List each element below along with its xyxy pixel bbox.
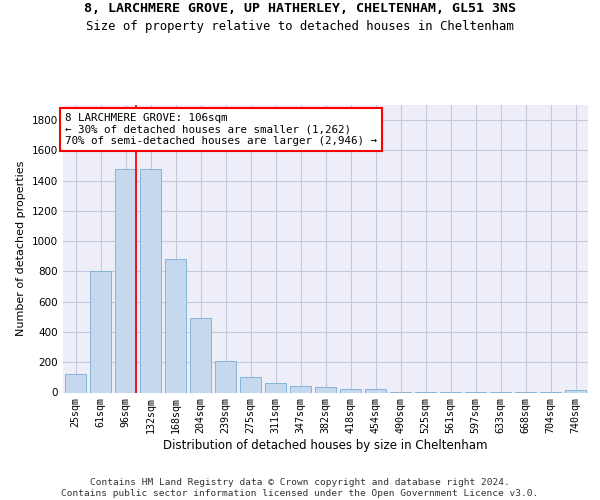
Bar: [565, 390, 586, 392]
Bar: [140, 168, 161, 392]
Bar: [90, 272, 111, 392]
Bar: [290, 386, 311, 392]
Text: 8 LARCHMERE GROVE: 106sqm
← 30% of detached houses are smaller (1,262)
70% of se: 8 LARCHMERE GROVE: 106sqm ← 30% of detac…: [65, 112, 377, 146]
Bar: [115, 168, 136, 392]
Bar: [165, 260, 186, 392]
Bar: [365, 389, 386, 392]
Text: Size of property relative to detached houses in Cheltenham: Size of property relative to detached ho…: [86, 20, 514, 33]
Bar: [215, 362, 236, 392]
Bar: [315, 387, 336, 392]
Bar: [65, 374, 86, 392]
Text: Contains HM Land Registry data © Crown copyright and database right 2024.
Contai: Contains HM Land Registry data © Crown c…: [61, 478, 539, 498]
Y-axis label: Number of detached properties: Number of detached properties: [16, 161, 26, 336]
X-axis label: Distribution of detached houses by size in Cheltenham: Distribution of detached houses by size …: [163, 439, 488, 452]
Bar: [190, 318, 211, 392]
Text: 8, LARCHMERE GROVE, UP HATHERLEY, CHELTENHAM, GL51 3NS: 8, LARCHMERE GROVE, UP HATHERLEY, CHELTE…: [84, 2, 516, 16]
Bar: [340, 389, 361, 392]
Bar: [240, 376, 261, 392]
Bar: [265, 382, 286, 392]
